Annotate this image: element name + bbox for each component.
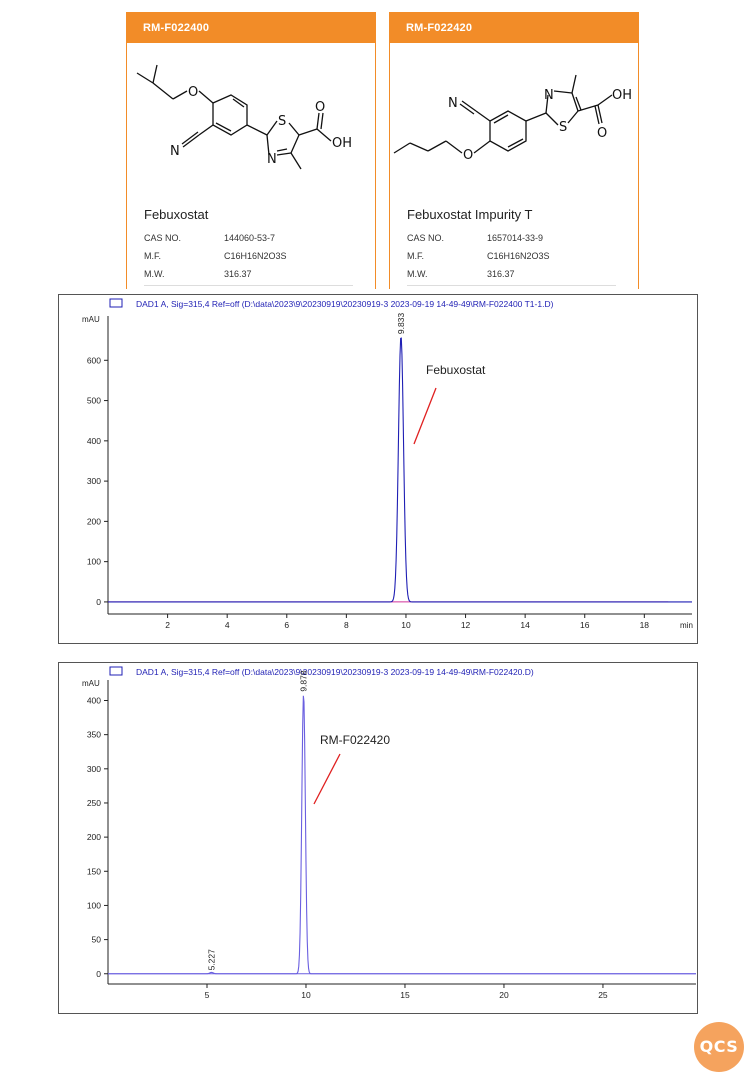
legend-swatch — [109, 666, 123, 676]
y-tick-label: 50 — [92, 935, 102, 945]
property-key: M.W. — [144, 269, 165, 279]
y-axis-label: mAU — [82, 315, 100, 324]
hydroxyl-label: OH — [332, 136, 352, 151]
sulfur-label: S — [559, 120, 567, 135]
property-key: M.W. — [407, 269, 428, 279]
chromatogram-1: DAD1 A, Sig=315,4 Ref=off (D:\data\2023\… — [58, 294, 698, 644]
property-row: CAS NO. 144060-53-7 — [144, 233, 364, 251]
peak-annotation: RM-F022420 — [320, 733, 390, 747]
hydroxyl-label: OH — [612, 88, 632, 103]
compound-name: Febuxostat Impurity T — [407, 207, 533, 222]
property-value: 316.37 — [224, 269, 252, 279]
chromatogram-1-svg: DAD1 A, Sig=315,4 Ref=off (D:\data\2023\… — [58, 294, 698, 644]
product-card-1: RM-F022400 — [126, 12, 376, 289]
y-tick-label: 300 — [87, 764, 101, 774]
y-tick-label: 200 — [87, 832, 101, 842]
peak-label: 9.833 — [396, 313, 406, 335]
qcs-logo: QCS — [694, 1022, 744, 1072]
y-tick-label: 350 — [87, 730, 101, 740]
chart-title: DAD1 A, Sig=315,4 Ref=off (D:\data\2023\… — [136, 667, 534, 677]
peak-label: 5.227 — [206, 949, 216, 971]
card-divider — [144, 285, 353, 286]
thiazole-n-label: N — [267, 152, 277, 167]
x-tick-label: 8 — [344, 620, 349, 630]
x-tick-label: 14 — [520, 620, 530, 630]
chromatogram-2-svg: DAD1 A, Sig=315,4 Ref=off (D:\data\2023\… — [58, 662, 698, 1014]
nitrile-n-label: N — [448, 96, 458, 111]
chart-frame — [58, 662, 698, 1014]
annotation-pointer — [413, 387, 437, 445]
chart-title: DAD1 A, Sig=315,4 Ref=off (D:\data\2023\… — [136, 299, 554, 309]
chemical-structure-impurity-t: O N N S OH O — [393, 74, 632, 163]
card-divider — [407, 285, 616, 286]
x-tick-label: 20 — [499, 990, 509, 1000]
signal-trace — [108, 337, 692, 603]
peak-annotation: Febuxostat — [426, 363, 486, 377]
y-tick-label: 400 — [87, 436, 101, 446]
y-tick-label: 0 — [96, 597, 101, 607]
x-tick-label: 18 — [640, 620, 650, 630]
thiazole-n-label: N — [544, 88, 554, 103]
property-row: M.F. C16H16N2O3S — [407, 251, 627, 269]
property-list: CAS NO. 1657014-33-9 M.F. C16H16N2O3S M.W.… — [407, 233, 627, 287]
y-tick-label: 300 — [87, 476, 101, 486]
property-row: M.F. C16H16N2O3S — [144, 251, 364, 269]
product-card-2: RM-F022420 — [389, 12, 639, 289]
y-axis-label: mAU — [82, 679, 100, 688]
property-value: C16H16N2O3S — [487, 251, 550, 261]
chromatogram-2: DAD1 A, Sig=315,4 Ref=off (D:\data\2023\… — [58, 662, 698, 1014]
property-key: CAS NO. — [144, 233, 182, 243]
x-tick-label: 25 — [598, 990, 608, 1000]
oxygen-label: O — [188, 85, 198, 100]
property-key: CAS NO. — [407, 233, 445, 243]
x-tick-label: 10 — [301, 990, 311, 1000]
y-tick-label: 500 — [87, 396, 101, 406]
property-list: CAS NO. 144060-53-7 M.F. C16H16N2O3S M.W. 3… — [144, 233, 364, 287]
y-tick-label: 250 — [87, 798, 101, 808]
x-tick-label: 16 — [580, 620, 590, 630]
annotation-pointer — [313, 753, 341, 805]
property-key: M.F. — [144, 251, 161, 261]
y-tick-label: 0 — [96, 969, 101, 979]
compound-name: Febuxostat — [144, 207, 209, 222]
property-value: 316.37 — [487, 269, 515, 279]
property-row: M.W. 316.37 — [144, 269, 364, 287]
x-tick-label: 15 — [400, 990, 410, 1000]
oxygen-label: O — [463, 148, 473, 163]
sulfur-label: S — [278, 114, 286, 129]
x-tick-label: 10 — [401, 620, 411, 630]
chemical-structure-febuxostat: O N S N O OH — [136, 64, 352, 170]
y-tick-label: 100 — [87, 900, 101, 910]
carbonyl-o-label: O — [597, 126, 607, 141]
y-tick-label: 150 — [87, 866, 101, 876]
property-value: 1657014-33-9 — [487, 233, 544, 243]
chart-frame — [58, 294, 698, 644]
x-tick-label: 2 — [165, 620, 170, 630]
x-tick-label: 5 — [205, 990, 210, 1000]
legend-swatch — [109, 298, 123, 308]
x-tick-label: 6 — [284, 620, 289, 630]
x-axis-label: min — [680, 621, 693, 630]
carbonyl-o-label: O — [315, 100, 325, 115]
property-value: C16H16N2O3S — [224, 251, 287, 261]
signal-trace — [108, 695, 696, 975]
y-tick-label: 400 — [87, 695, 101, 705]
product-code: RM-F022400 — [127, 13, 375, 43]
property-row: M.W. 316.37 — [407, 269, 627, 287]
y-tick-label: 200 — [87, 516, 101, 526]
y-tick-label: 100 — [87, 557, 101, 567]
property-key: M.F. — [407, 251, 424, 261]
y-tick-label: 600 — [87, 355, 101, 365]
property-row: CAS NO. 1657014-33-9 — [407, 233, 627, 251]
x-tick-label: 12 — [461, 620, 471, 630]
x-tick-label: 4 — [225, 620, 230, 630]
property-value: 144060-53-7 — [224, 233, 276, 243]
product-code: RM-F022420 — [390, 13, 638, 43]
peak-label: 9.878 — [299, 670, 309, 692]
nitrile-n-label: N — [170, 144, 180, 159]
